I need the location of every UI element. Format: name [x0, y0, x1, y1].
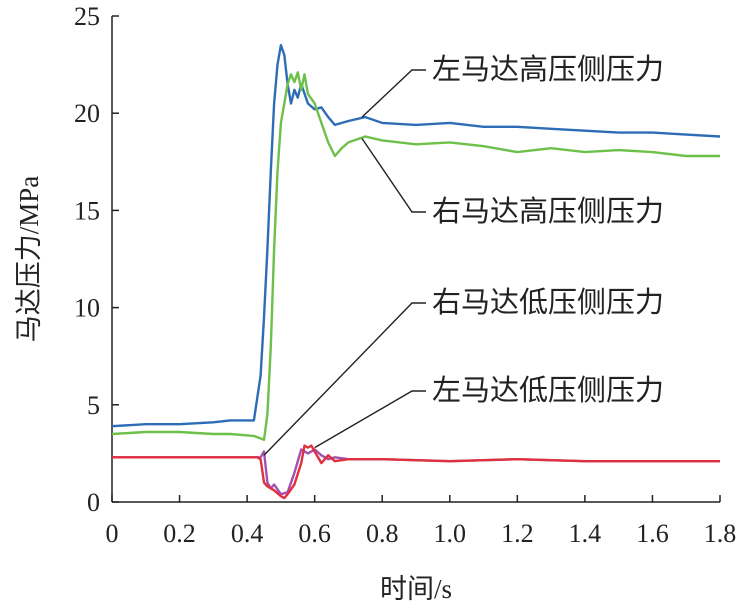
y-tick-label: 20 [74, 99, 100, 128]
x-tick-label: 0.6 [298, 519, 331, 548]
x-tick-label: 0.8 [366, 519, 399, 548]
annotation-leader-line [263, 302, 426, 456]
x-tick-label: 0.2 [163, 519, 196, 548]
x-tick-label: 1.0 [434, 519, 467, 548]
annotation-label: 右马达高压侧压力 [432, 195, 664, 228]
series-line-3 [112, 444, 720, 500]
x-tick-label: 0.4 [231, 519, 264, 548]
annotation-leader-line [361, 138, 426, 213]
x-tick-label: 1.6 [636, 519, 669, 548]
series-line-1 [111, 71, 720, 441]
x-axis-title: 时间/s [380, 574, 452, 604]
x-tick-label: 1.8 [704, 519, 737, 548]
tick-labels: 0 0.2 0.4 0.6 0.8 1.0 1.2 1.4 1.6 1.8 0 5 10 15 20 25 [74, 2, 736, 548]
tick-marks [111, 15, 721, 503]
y-tick-label: 5 [87, 391, 100, 420]
x-tick-label: 1.4 [569, 519, 602, 548]
annotation-leader-line [361, 69, 426, 118]
annotation-leader-line [314, 390, 426, 449]
annotation-leaders [263, 69, 426, 456]
annotation-label: 左马达高压侧压力 [432, 53, 664, 86]
axes [111, 16, 720, 503]
y-tick-label: 15 [74, 196, 100, 225]
annotation-label: 左马达低压侧压力 [432, 374, 664, 407]
y-tick-label: 10 [74, 294, 100, 323]
y-axis-title: 马达压力/MPa [14, 176, 44, 343]
y-tick-label: 0 [87, 488, 100, 517]
annotation-label: 右马达低压侧压力 [432, 286, 664, 319]
y-tick-label: 25 [74, 2, 100, 31]
series-lines [111, 44, 721, 500]
x-tick-label: 1.2 [501, 519, 534, 548]
series-line-0 [111, 44, 721, 428]
x-tick-label: 0 [106, 519, 119, 548]
